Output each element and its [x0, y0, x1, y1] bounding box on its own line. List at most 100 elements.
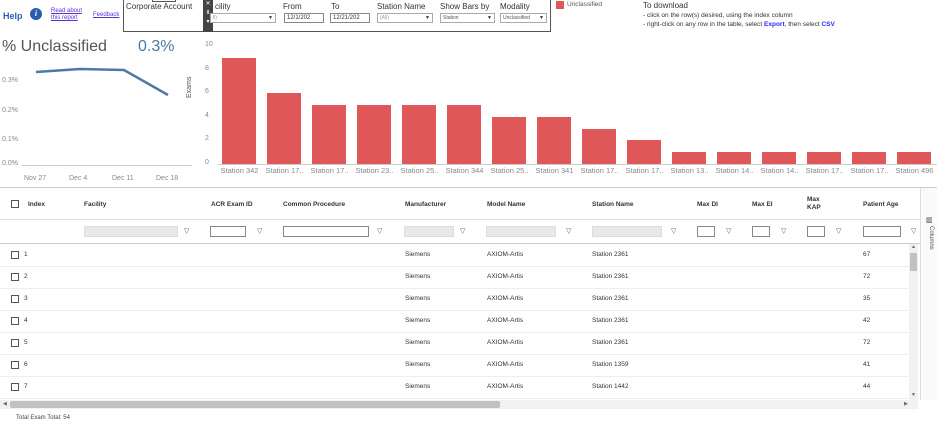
bar[interactable]: [582, 128, 616, 164]
table-row[interactable]: 4 Siemens AXIOM-Artis Station 2361 42: [0, 311, 909, 333]
row-checkbox[interactable]: [11, 295, 19, 303]
filter-input-max-ei[interactable]: [752, 226, 770, 237]
filter-icon[interactable]: ▽: [257, 228, 263, 235]
filter-icon[interactable]: ▽: [671, 228, 677, 235]
column-header-acr-exam-id[interactable]: ACR Exam ID: [211, 201, 253, 208]
bar-category-label: Station 496: [895, 166, 934, 175]
column-header-common-procedure[interactable]: Common Procedure: [283, 201, 346, 208]
to-date-input[interactable]: 12/21/202: [330, 13, 370, 23]
column-header-manufacturer[interactable]: Manufacturer: [405, 201, 447, 208]
row-checkbox[interactable]: [11, 273, 19, 281]
filter-icon[interactable]: ▽: [911, 228, 917, 235]
bar[interactable]: [267, 93, 301, 164]
filter-divider: [0, 243, 920, 244]
bar-category-label: Station 344: [445, 166, 484, 175]
filter-input-common-procedure[interactable]: [283, 226, 369, 237]
filter-icon[interactable]: ▽: [726, 228, 732, 235]
filter-icon[interactable]: ▽: [836, 228, 842, 235]
column-header-max-di[interactable]: Max DI: [697, 201, 718, 208]
bar-category-label: Station 17..: [580, 166, 619, 175]
bar-y-tick: 8: [205, 64, 209, 72]
modality-dropdown[interactable]: Unclassified ▼: [500, 13, 547, 23]
bar[interactable]: [447, 105, 481, 164]
column-header-facility[interactable]: Facility: [84, 201, 107, 208]
select-all-checkbox[interactable]: [11, 200, 19, 208]
table-row[interactable]: 6 Siemens AXIOM-Artis Station 1359 41: [0, 355, 909, 377]
to-label: To: [331, 2, 340, 11]
bar[interactable]: [492, 116, 526, 164]
scroll-right-icon[interactable]: ▶: [904, 401, 908, 407]
column-header-model-name[interactable]: Model Name: [487, 201, 526, 208]
station-name-dropdown[interactable]: (All) ▼: [377, 13, 433, 23]
pin-icon[interactable]: ⇟: [205, 10, 211, 16]
trend-line-chart: [35, 67, 169, 97]
bar[interactable]: [897, 152, 931, 164]
scroll-left-icon[interactable]: ◀: [3, 401, 7, 407]
close-icon[interactable]: ✕: [205, 1, 211, 7]
line-x-tick: Dec 11: [112, 175, 134, 182]
table-row[interactable]: 2 Siemens AXIOM-Artis Station 2361 72: [0, 267, 909, 289]
table-row[interactable]: 1 Siemens AXIOM-Artis Station 2361 67: [0, 245, 909, 267]
table-row[interactable]: 3 Siemens AXIOM-Artis Station 2361 35: [0, 289, 909, 311]
filter-input-manufacturer[interactable]: [404, 226, 454, 237]
cell-patient-age: 42: [863, 317, 871, 324]
bar[interactable]: [762, 152, 796, 164]
bar[interactable]: [717, 152, 751, 164]
row-checkbox[interactable]: [11, 383, 19, 391]
column-header-index[interactable]: Index: [28, 201, 45, 208]
panel-toolbar[interactable]: ✕ ⇟ ▾: [203, 0, 213, 32]
facility-dropdown[interactable]: ll) ▼: [210, 13, 276, 23]
vertical-scrollbar[interactable]: ▲ ▼: [909, 244, 918, 400]
bar[interactable]: [537, 116, 571, 164]
table-row[interactable]: 5 Siemens AXIOM-Artis Station 2361 72: [0, 333, 909, 355]
column-header-patient-age[interactable]: Patient Age: [863, 201, 899, 208]
filter-input-station-name[interactable]: [592, 226, 662, 237]
bar[interactable]: [357, 105, 391, 164]
cell-index: 5: [24, 339, 28, 346]
filter-icon[interactable]: ▽: [566, 228, 572, 235]
filter-icon[interactable]: ▽: [781, 228, 787, 235]
chevron-down-icon[interactable]: ▾: [206, 19, 210, 25]
filter-icon[interactable]: ▽: [377, 228, 383, 235]
row-checkbox[interactable]: [11, 251, 19, 259]
info-icon[interactable]: i: [30, 8, 42, 20]
feedback-link[interactable]: Feedback: [93, 12, 120, 18]
scroll-up-icon[interactable]: ▲: [911, 244, 916, 250]
columns-panel-toggle[interactable]: ▥ Columns: [920, 188, 937, 400]
filter-input-facility[interactable]: [84, 226, 178, 237]
filter-input-patient-age[interactable]: [863, 226, 901, 237]
filter-input-max-kap[interactable]: [807, 226, 825, 237]
column-header-max-ei[interactable]: Max EI: [752, 201, 773, 208]
bar[interactable]: [807, 152, 841, 164]
help-link[interactable]: Help: [3, 11, 23, 21]
filter-input-acr-exam-id[interactable]: [210, 226, 246, 237]
filter-input-model-name[interactable]: [486, 226, 556, 237]
row-checkbox[interactable]: [11, 317, 19, 325]
table-row[interactable]: 7 Siemens AXIOM-Artis Station 1442 44: [0, 377, 909, 399]
filter-input-max-di[interactable]: [697, 226, 715, 237]
scroll-thumb[interactable]: [10, 401, 500, 408]
show-bars-by-dropdown[interactable]: Station ▼: [440, 13, 495, 23]
row-checkbox[interactable]: [11, 339, 19, 347]
scroll-thumb[interactable]: [910, 253, 917, 271]
cell-station-name: Station 2361: [592, 339, 629, 346]
filter-icon[interactable]: ▽: [460, 228, 466, 235]
row-checkbox[interactable]: [11, 361, 19, 369]
scroll-down-icon[interactable]: ▼: [911, 392, 916, 398]
cell-station-name: Station 2361: [592, 317, 629, 324]
table-top-border: [0, 187, 937, 188]
bar[interactable]: [672, 152, 706, 164]
filter-icon[interactable]: ▽: [184, 228, 190, 235]
from-date-input[interactable]: 12/1/202: [284, 13, 324, 23]
bar[interactable]: [852, 152, 886, 164]
column-header-max-kap[interactable]: Max KAP: [807, 196, 821, 211]
bar[interactable]: [312, 105, 346, 164]
bar[interactable]: [222, 57, 256, 164]
bar[interactable]: [627, 140, 661, 164]
bar[interactable]: [402, 105, 436, 164]
drag-handle[interactable]: [152, 0, 176, 2]
column-header-station-name[interactable]: Station Name: [592, 201, 634, 208]
cell-index: 7: [24, 383, 28, 390]
horizontal-scrollbar[interactable]: ◀ ▶: [0, 400, 918, 409]
read-about-link[interactable]: Read about this report: [51, 8, 83, 21]
